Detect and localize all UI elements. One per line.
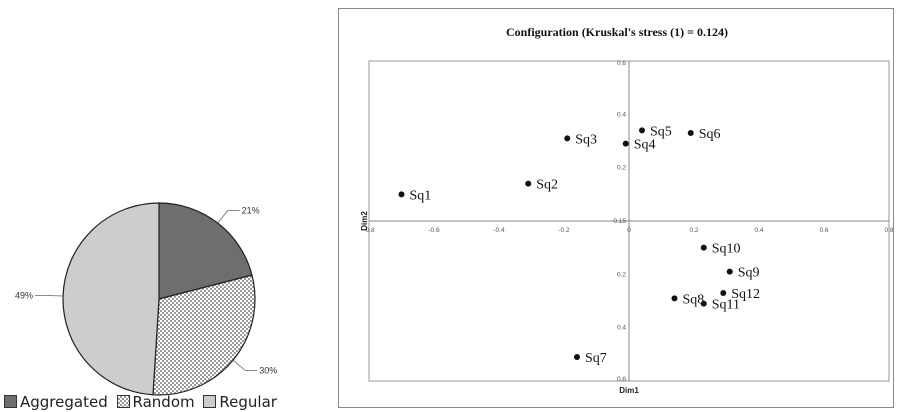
point-label-sq1: Sq1 <box>410 188 432 203</box>
point-label-sq3: Sq3 <box>575 132 597 147</box>
x-tick-label: 0.4 <box>754 227 763 234</box>
y-tick-label: 0.6 <box>617 60 626 67</box>
point-sq7 <box>574 354 580 360</box>
legend-item-random: Random <box>116 393 200 411</box>
legend-swatch-random <box>116 395 130 408</box>
x-tick-label: -0.2 <box>558 227 570 234</box>
legend-label-regular: Regular <box>219 393 277 411</box>
point-sq6 <box>687 130 694 136</box>
x-tick-label: -0.8 <box>363 227 375 234</box>
point-sq10 <box>700 244 707 251</box>
y-tick-label: 0.2 <box>617 271 626 278</box>
pie-leader-line-random <box>232 359 258 371</box>
pie-leader-line-regular <box>35 295 64 297</box>
point-label-sq2: Sq2 <box>536 178 558 193</box>
legend-item-regular: Regular <box>203 393 277 411</box>
legend-swatch-regular <box>203 395 217 408</box>
legend-label-aggregated: Aggregated <box>20 393 108 411</box>
x-tick-label: 0.8 <box>884 227 893 234</box>
pie-leader-line-aggregated <box>217 210 240 224</box>
x-tick-label: -0.4 <box>493 227 505 234</box>
point-label-sq7: Sq7 <box>585 351 607 366</box>
point-label-sq10: Sq10 <box>712 242 741 257</box>
y-tick-label: 0.2 <box>617 165 626 172</box>
point-label-sq8: Sq8 <box>683 292 705 307</box>
y-tick-label: 0.15 <box>613 218 626 225</box>
pie-legend: Aggregated Random Regular <box>4 393 281 411</box>
pie-data-label-aggregated: 21% <box>242 206 260 216</box>
x-tick-label: 0 <box>627 227 631 234</box>
pie-data-label-random: 30% <box>259 365 277 375</box>
point-sq1 <box>398 191 405 198</box>
y-axis-label: Dim2 <box>360 211 369 231</box>
point-sq12 <box>720 290 727 296</box>
point-sq5 <box>639 127 645 134</box>
chart-title: Configuration (Kruskal's stress (1) = 0.… <box>506 25 728 39</box>
x-tick-label: -0.6 <box>428 227 440 234</box>
point-sq3 <box>564 135 571 142</box>
legend-swatch-aggregated <box>4 395 17 408</box>
pie-chart: 21% 30% 49% <box>15 202 277 396</box>
point-label-sq4: Sq4 <box>634 138 656 153</box>
point-sq4 <box>622 140 629 147</box>
point-sq9 <box>726 268 733 275</box>
point-sq11 <box>700 300 707 307</box>
point-label-sq9: Sq9 <box>738 266 760 281</box>
x-tick-label: 0.6 <box>819 227 828 234</box>
mds-scatter-chart: Configuration (Kruskal's stress (1) = 0.… <box>360 25 894 395</box>
point-label-sq6: Sq6 <box>699 127 721 142</box>
point-label-sq11: Sq11 <box>712 298 740 313</box>
point-sq8 <box>671 295 678 302</box>
point-sq2 <box>525 180 532 187</box>
point-label-sq5: Sq5 <box>650 124 672 139</box>
x-axis-label: Dim1 <box>619 386 639 395</box>
mds-chart-frame: Configuration (Kruskal's stress (1) = 0.… <box>338 8 894 408</box>
y-tick-label: 0.4 <box>617 111 626 118</box>
pie-slice-random <box>152 274 256 396</box>
pie-data-label-regular: 49% <box>15 290 33 300</box>
legend-item-aggregated: Aggregated <box>4 393 113 411</box>
legend-label-random: Random <box>132 393 195 411</box>
pie-slice-regular <box>62 202 160 396</box>
point-label-sq12: Sq12 <box>731 287 760 302</box>
x-tick-label: 0.2 <box>689 227 698 234</box>
y-tick-label: 0.4 <box>617 325 626 332</box>
y-tick-label: 0.6 <box>617 376 626 383</box>
